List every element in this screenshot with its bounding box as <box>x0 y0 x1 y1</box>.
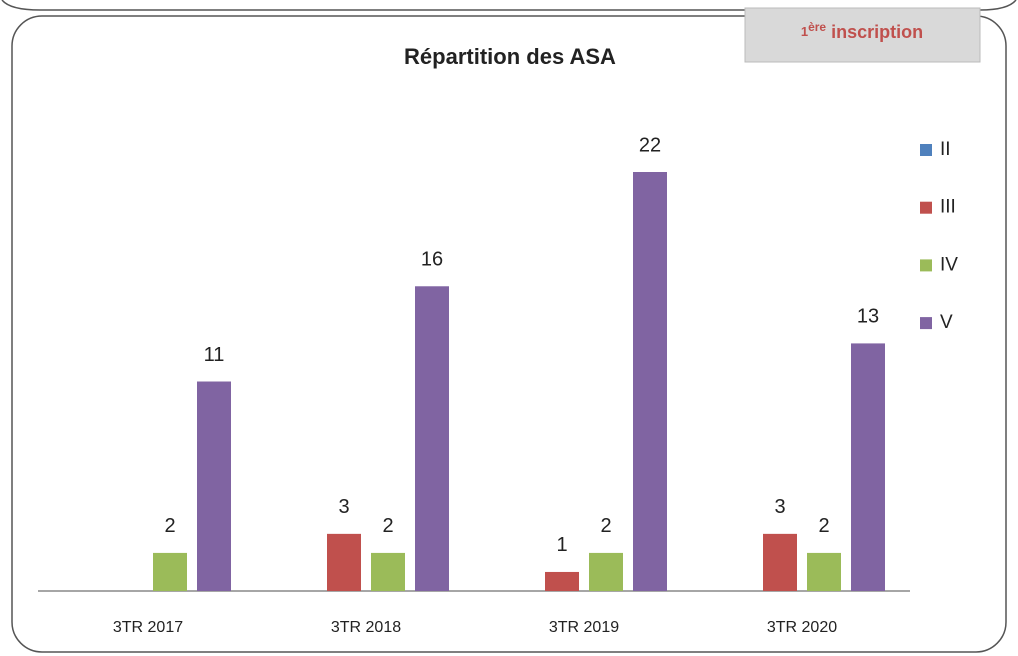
legend-swatch <box>920 201 932 214</box>
x-tick-label: 3TR 2017 <box>113 619 183 636</box>
x-tick-label: 3TR 2018 <box>331 619 401 636</box>
value-label: 2 <box>818 515 829 537</box>
bar <box>327 533 361 591</box>
bar <box>415 286 449 591</box>
bar <box>851 343 885 591</box>
value-label: 3 <box>774 496 785 518</box>
bar <box>153 552 187 591</box>
bar <box>197 381 231 591</box>
bar <box>589 552 623 591</box>
value-label: 2 <box>164 515 175 537</box>
bar <box>633 172 667 591</box>
legend-label: IV <box>940 254 958 275</box>
value-label: 13 <box>857 306 879 328</box>
legend-label: II <box>940 139 951 160</box>
value-label: 3 <box>338 496 349 518</box>
bar <box>807 552 841 591</box>
value-label: 16 <box>421 249 443 271</box>
legend-swatch <box>920 259 932 272</box>
value-label: 2 <box>600 515 611 537</box>
legend-label: III <box>940 197 956 218</box>
bar <box>545 571 579 591</box>
x-tick-label: 3TR 2020 <box>767 619 837 636</box>
value-label: 11 <box>204 344 225 366</box>
legend-swatch <box>920 144 932 156</box>
bar <box>371 552 405 591</box>
legend-label: V <box>940 312 953 333</box>
value-label: 2 <box>382 515 393 537</box>
legend-swatch <box>920 317 932 330</box>
panel <box>11 15 1007 653</box>
badge-text: 1ère inscription <box>801 20 923 42</box>
x-tick-label: 3TR 2019 <box>549 619 619 636</box>
value-label: 22 <box>639 134 661 156</box>
badge <box>744 7 981 63</box>
chart-title: Répartition des ASA <box>404 44 616 69</box>
bar <box>763 533 797 591</box>
previous-panel-edge <box>1 0 1017 11</box>
value-label: 1 <box>556 534 567 556</box>
